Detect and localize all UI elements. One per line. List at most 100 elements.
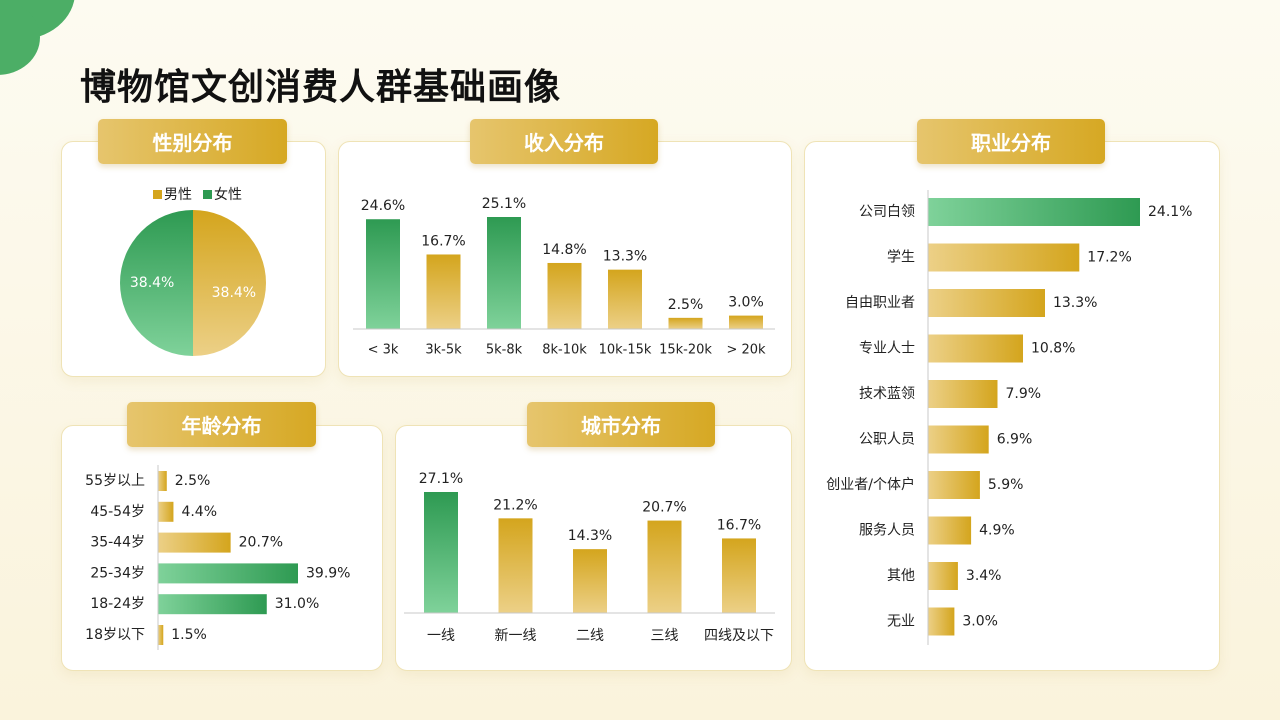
- data-label: 20.7%: [642, 500, 686, 516]
- bar: [158, 501, 174, 522]
- pie-slice-male: [193, 210, 266, 356]
- bar: [158, 563, 298, 584]
- data-label: 25.1%: [482, 196, 526, 212]
- data-label: 13.3%: [1053, 295, 1097, 311]
- data-label: 21.2%: [493, 497, 537, 513]
- category-label: 二线: [576, 628, 604, 644]
- data-label: 24.6%: [361, 198, 405, 214]
- data-label: 20.7%: [239, 535, 283, 551]
- bar: [928, 562, 958, 590]
- category-label: 自由职业者: [845, 295, 915, 311]
- bar: [722, 538, 756, 613]
- data-label: 3.0%: [728, 295, 764, 311]
- category-label: 3k-5k: [425, 343, 462, 358]
- bar: [158, 471, 167, 491]
- category-label: 45-54岁: [90, 504, 145, 520]
- bar: [668, 317, 703, 329]
- category-label: 无业: [887, 614, 915, 630]
- category-label: 公职人员: [859, 432, 915, 448]
- category-label: 公司白领: [859, 204, 915, 220]
- income-card: [338, 141, 792, 377]
- bar: [928, 380, 998, 408]
- bar: [928, 334, 1024, 363]
- data-label: 7.9%: [1005, 386, 1041, 402]
- data-label: 3.0%: [962, 614, 998, 630]
- data-label: 17.2%: [1087, 250, 1131, 266]
- data-label: 4.4%: [181, 504, 217, 520]
- age-card-title: 年龄分布: [127, 402, 316, 447]
- bar: [426, 254, 461, 329]
- category-label: 技术蓝领: [859, 386, 915, 402]
- data-label: 39.9%: [306, 565, 350, 581]
- legend-label: 男性: [164, 187, 192, 203]
- bar: [573, 549, 607, 613]
- bar: [424, 492, 458, 613]
- bar: [498, 518, 533, 613]
- data-label: 10.8%: [1031, 341, 1075, 357]
- category-label: 18岁以下: [85, 627, 145, 643]
- category-label: 15k-20k: [659, 343, 712, 358]
- data-label: 6.9%: [997, 432, 1033, 448]
- bar: [928, 198, 1140, 226]
- data-label: 24.1%: [1148, 204, 1192, 220]
- bar: [366, 219, 400, 329]
- bar: [547, 262, 582, 329]
- city-card-title: 城市分布: [527, 402, 715, 447]
- data-label: 27.1%: [419, 471, 463, 487]
- category-label: 5k-8k: [486, 343, 523, 358]
- data-label: 4.9%: [979, 523, 1015, 539]
- category-label: 一线: [427, 628, 455, 644]
- occupation-card: [804, 141, 1220, 671]
- income-card-title: 收入分布: [470, 119, 658, 164]
- category-label: 学生: [887, 250, 915, 266]
- data-label: 5.9%: [988, 477, 1024, 493]
- pie-slice-label: 38.4%: [212, 285, 256, 301]
- bar: [158, 594, 267, 615]
- gender-card-title: 性别分布: [98, 119, 287, 164]
- category-label: 创业者/个体户: [826, 476, 915, 493]
- category-label: 10k-15k: [599, 343, 652, 358]
- occupation-card-title: 职业分布: [917, 119, 1105, 164]
- category-label: 25-34岁: [90, 565, 145, 581]
- legend-swatch: [153, 190, 162, 199]
- category-label: 35-44岁: [90, 535, 145, 551]
- bar: [928, 289, 1045, 317]
- bar: [608, 269, 642, 329]
- category-label: 三线: [651, 628, 679, 644]
- bar: [158, 532, 231, 553]
- bar: [928, 471, 980, 499]
- pie-slice-label: 38.4%: [130, 275, 174, 291]
- category-label: 专业人士: [859, 341, 915, 357]
- category-label: 55岁以上: [85, 473, 145, 489]
- bar: [487, 217, 521, 329]
- data-label: 16.7%: [717, 517, 761, 533]
- legend-label: 女性: [214, 186, 242, 203]
- bar: [729, 315, 763, 329]
- bar: [928, 516, 972, 545]
- data-label: 14.8%: [542, 242, 586, 258]
- bar: [158, 625, 164, 645]
- page-title: 博物馆文创消费人群基础画像: [80, 67, 562, 108]
- bar: [928, 425, 989, 454]
- category-label: < 3k: [368, 343, 399, 358]
- data-label: 13.3%: [603, 249, 647, 265]
- data-label: 3.4%: [966, 568, 1002, 584]
- data-label: 2.5%: [668, 297, 704, 313]
- bar: [928, 607, 955, 636]
- bar: [647, 520, 682, 613]
- category-label: 其他: [887, 568, 915, 584]
- category-label: 四线及以下: [704, 628, 774, 644]
- data-label: 31.0%: [275, 596, 319, 612]
- data-label: 2.5%: [175, 473, 211, 489]
- category-label: 18-24岁: [90, 596, 145, 612]
- category-label: 服务人员: [859, 523, 915, 539]
- legend-swatch: [203, 190, 212, 199]
- data-label: 14.3%: [568, 528, 612, 544]
- category-label: 8k-10k: [542, 343, 587, 358]
- category-label: > 20k: [726, 343, 766, 358]
- category-label: 新一线: [495, 628, 537, 644]
